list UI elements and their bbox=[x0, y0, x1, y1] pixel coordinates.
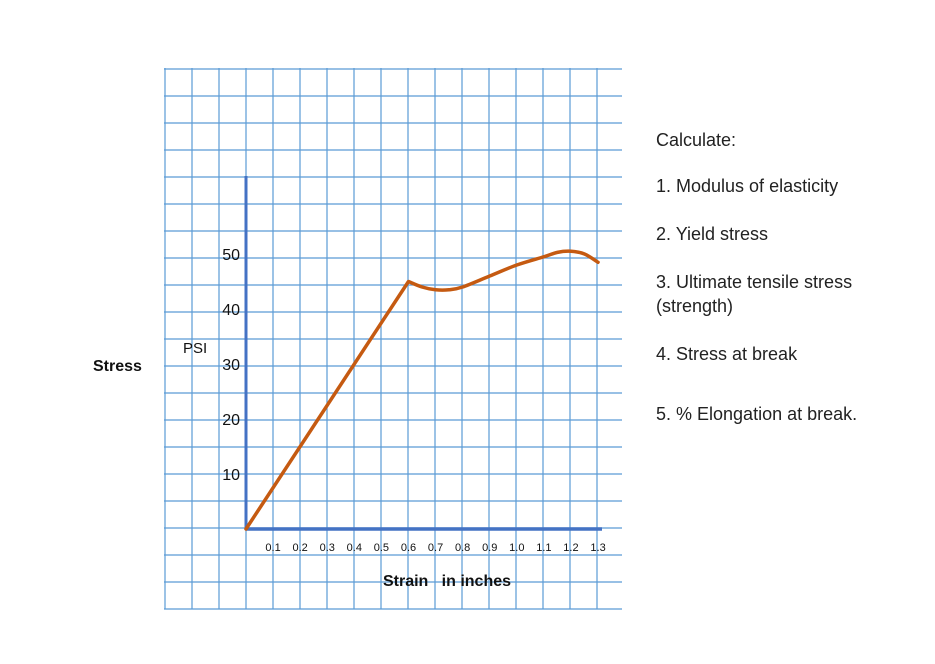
x-tick-label: 1.2 bbox=[563, 542, 578, 554]
y-tick-label: 20 bbox=[222, 412, 240, 429]
y-unit-label: PSI bbox=[183, 340, 207, 357]
x-tick-label: 0.5 bbox=[374, 542, 389, 554]
x-tick-label: 1.3 bbox=[590, 542, 605, 554]
y-axis-label: Stress bbox=[93, 358, 142, 375]
question-item: 3. Ultimate tensile stress (strength) bbox=[656, 272, 853, 316]
x-tick-label: 1.0 bbox=[509, 542, 524, 554]
x-tick-label: 0.2 bbox=[293, 542, 308, 554]
y-tick-label: 50 bbox=[222, 247, 240, 264]
y-tick-label: 40 bbox=[222, 302, 240, 319]
question-item: 5. % Elongation at break. bbox=[656, 404, 858, 424]
x-tick-label: 0.3 bbox=[320, 542, 335, 554]
y-tick-label: 10 bbox=[222, 467, 240, 484]
question-item: 4. Stress at break bbox=[656, 344, 798, 364]
x-tick-label: 0.9 bbox=[482, 542, 497, 554]
x-tick-label: 0.8 bbox=[455, 542, 470, 554]
axes bbox=[244, 176, 602, 531]
questions-panel: Calculate: 1. Modulus of elasticity 2. Y… bbox=[656, 128, 926, 450]
y-tick-label: 30 bbox=[222, 357, 240, 374]
x-tick-label: 0.7 bbox=[428, 542, 443, 554]
question-item: 1. Modulus of elasticity bbox=[656, 176, 839, 196]
question-item: 2. Yield stress bbox=[656, 224, 769, 244]
x-tick-label: 0.4 bbox=[347, 542, 362, 554]
x-axis-label: Strain in inches bbox=[383, 573, 511, 590]
grid bbox=[164, 68, 622, 610]
stress-strain-curve bbox=[244, 249, 600, 531]
x-tick-label: 0.6 bbox=[401, 542, 416, 554]
x-tick-label: 0.1 bbox=[265, 542, 280, 554]
questions-title: Calculate: bbox=[656, 130, 737, 150]
x-tick-labels: 0.1 0.2 0.3 0.4 0.5 0.6 0.7 0.8 0.9 1.0 1.1 1.2 1.3 bbox=[265, 542, 605, 554]
x-tick-label: 1.1 bbox=[536, 542, 551, 554]
y-tick-labels: 10 20 30 40 50 bbox=[222, 247, 240, 484]
